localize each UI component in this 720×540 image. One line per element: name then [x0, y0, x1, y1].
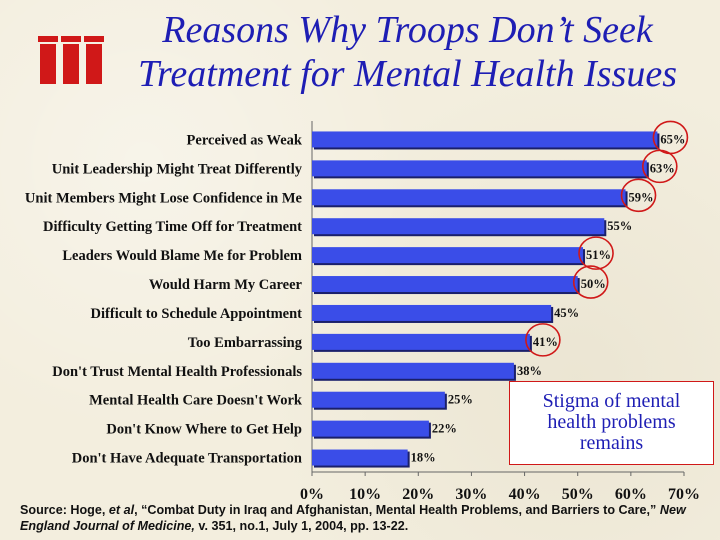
category-label: Difficulty Getting Time Off for Treatmen…: [43, 219, 302, 235]
x-tick-label: 50%: [562, 486, 594, 503]
highlight-circle: [620, 178, 657, 213]
x-tick-label: 30%: [455, 486, 487, 503]
bar: [312, 449, 408, 466]
source-suffix: v. 351, no.1, July 1, 2004, pp. 13-22.: [194, 519, 409, 533]
value-label: 41%: [533, 335, 558, 349]
bar: [312, 333, 530, 350]
source-et-al: et al: [108, 503, 135, 517]
bar: [312, 218, 605, 235]
source-citation: Source: Hoge, et al, “Combat Duty in Ira…: [20, 502, 710, 534]
x-tick-label: 20%: [402, 486, 434, 503]
category-label: Too Embarrassing: [188, 335, 303, 351]
value-label: 38%: [517, 364, 542, 378]
x-tick-label: 40%: [509, 486, 541, 503]
value-label: 22%: [432, 422, 457, 436]
value-label: 50%: [581, 277, 606, 291]
category-label: Leaders Would Blame Me for Problem: [62, 248, 302, 264]
highlight-circle: [572, 265, 609, 299]
highlight-circle: [578, 236, 614, 270]
value-label: 59%: [629, 190, 654, 204]
page-title: Reasons Why Troops Don’t Seek Treatment …: [100, 8, 715, 96]
bar: [312, 304, 552, 321]
title-line-1: Reasons Why Troops Don’t Seek: [162, 9, 653, 51]
source-journal: New England Journal of Medicine,: [20, 503, 686, 533]
category-label: Mental Health Care Doesn't Work: [89, 393, 303, 409]
bar: [312, 276, 578, 293]
stigma-callout: Stigma of mental health problems remains: [509, 381, 714, 465]
bar: [312, 247, 584, 264]
bar: [312, 362, 514, 379]
source-prefix: Source: Hoge,: [20, 503, 109, 517]
category-label: Don't Trust Mental Health Professionals: [52, 364, 302, 380]
category-label: Don't Have Adequate Transportation: [72, 451, 302, 467]
title-line-2: Treatment for Mental Health Issues: [138, 53, 677, 95]
logo-icon: [38, 36, 104, 84]
x-tick-label: 70%: [668, 486, 700, 503]
x-tick-label: 60%: [615, 486, 647, 503]
x-tick-label: 10%: [349, 486, 381, 503]
source-middle: , “Combat Duty in Iraq and Afghanistan, …: [134, 503, 660, 517]
highlight-circle: [641, 149, 678, 184]
value-label: 55%: [607, 219, 632, 233]
bar: [312, 189, 626, 206]
category-label: Difficult to Schedule Appointment: [91, 306, 303, 322]
bar: [312, 391, 445, 408]
callout-line-3: remains: [579, 432, 644, 454]
category-label: Unit Members Might Lose Confidence in Me: [25, 190, 303, 206]
bar: [312, 131, 658, 148]
highlight-circle: [525, 323, 561, 357]
bar: [312, 420, 429, 437]
callout-line-1: Stigma of mental: [542, 390, 681, 412]
category-label: Would Harm My Career: [149, 277, 303, 293]
x-tick-label: 0%: [300, 486, 324, 503]
category-label: Unit Leadership Might Treat Differently: [52, 161, 303, 177]
value-label: 65%: [660, 132, 685, 146]
value-label: 25%: [448, 393, 473, 407]
category-label: Perceived as Weak: [187, 132, 303, 148]
value-label: 63%: [650, 161, 675, 175]
category-label: Don't Know Where to Get Help: [106, 422, 302, 438]
value-label: 18%: [411, 451, 436, 465]
bar: [312, 160, 647, 177]
value-label: 45%: [554, 306, 579, 320]
value-label: 51%: [586, 248, 611, 262]
callout-line-2: health problems: [547, 411, 676, 433]
